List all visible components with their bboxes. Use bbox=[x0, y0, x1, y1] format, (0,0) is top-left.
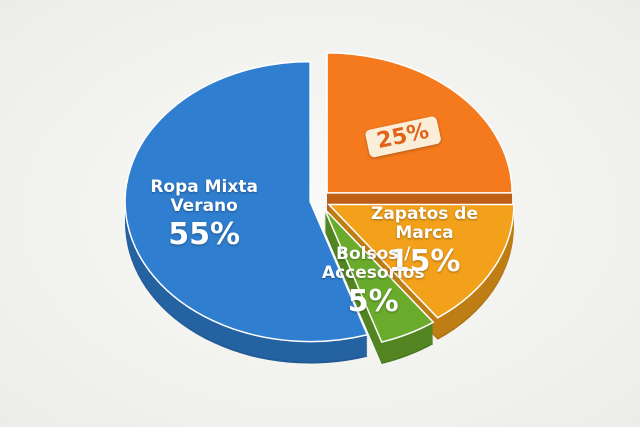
slice bbox=[327, 203, 515, 319]
value-label: 55% bbox=[168, 216, 241, 252]
value-label: 15% bbox=[388, 243, 461, 279]
pie bbox=[124, 52, 515, 365]
slice-label: Ropa Mixta Verano 55% bbox=[144, 177, 264, 252]
category-label: Zapatos de Marca bbox=[371, 204, 478, 243]
category-label: Ropa Mixta Verano bbox=[150, 177, 258, 216]
slice-label: Bolsos / Accesorios 5% bbox=[313, 244, 433, 319]
slice-label: 25% bbox=[364, 115, 442, 158]
category-label: Bolsos / Accesorios bbox=[321, 244, 425, 283]
slice bbox=[124, 60, 369, 343]
slice bbox=[323, 208, 435, 343]
value-label: 5% bbox=[347, 283, 399, 319]
slice-label: Zapatos de Marca 15% bbox=[365, 204, 485, 279]
